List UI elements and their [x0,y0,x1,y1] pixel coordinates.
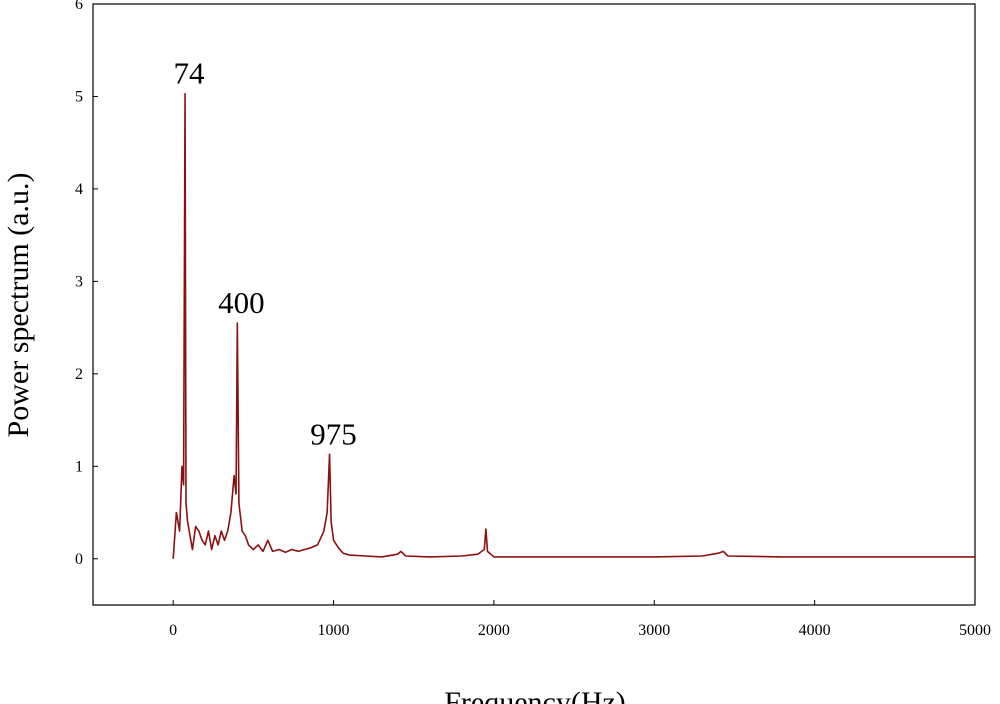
y-tick-label: 1 [75,458,83,475]
x-tick-label: 2000 [478,622,510,639]
x-tick-label: 1000 [318,622,350,639]
y-tick-label: 6 [75,0,83,13]
x-tick-label: 0 [169,622,177,639]
y-axis-label: Power spectrum (a.u.) [2,173,35,438]
peak-annotation: 975 [310,416,357,451]
y-tick-label: 5 [75,88,83,105]
y-tick-label: 0 [75,551,83,568]
spectrum-line [172,92,975,559]
peak-annotation: 74 [174,56,206,91]
y-tick-label: 4 [75,181,83,198]
x-axis-label: Frequency(Hz) [444,686,626,704]
peak-annotation: 400 [218,285,265,320]
y-tick-label: 2 [75,366,83,383]
x-tick-label: 3000 [638,622,670,639]
plot-frame [92,3,976,606]
x-tick-label: 5000 [959,622,991,639]
y-tick-label: 3 [75,273,83,290]
x-tick-label: 4000 [799,622,831,639]
